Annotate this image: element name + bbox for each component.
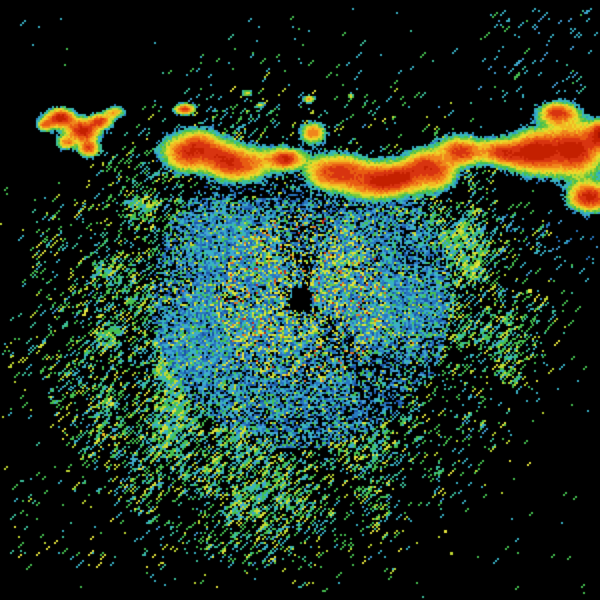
radar-display xyxy=(0,0,600,600)
radar-reflectivity-canvas xyxy=(0,0,600,600)
